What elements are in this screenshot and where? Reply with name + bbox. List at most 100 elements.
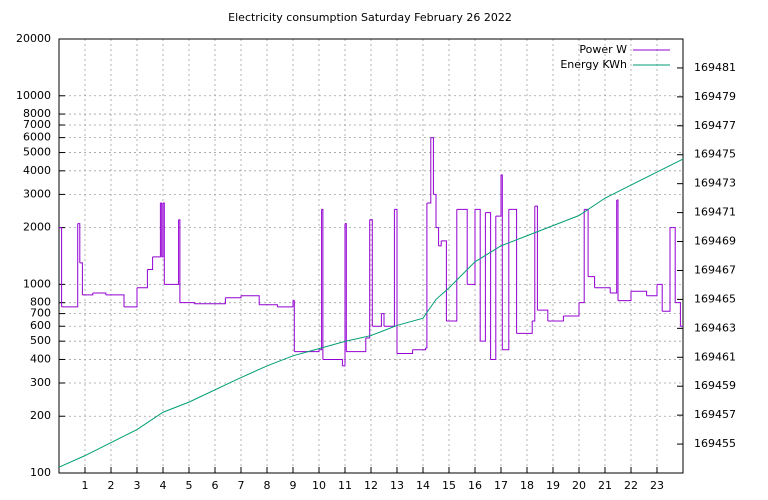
power-step (480, 212, 486, 342)
power-step (178, 219, 181, 303)
power-step (657, 283, 663, 312)
y2-tick-label: 169477 (694, 119, 736, 132)
power-step (618, 291, 632, 302)
legend-label: Power W (579, 43, 627, 56)
y-tick-label: 1000 (23, 277, 51, 290)
y2-tick-label: 169479 (694, 90, 736, 103)
power-step (369, 219, 373, 327)
y2-tick-label: 169481 (694, 61, 736, 74)
power-step (241, 295, 260, 305)
power-step (164, 219, 180, 285)
x-tick-label: 16 (468, 479, 482, 492)
x-tick-label: 3 (134, 479, 141, 492)
power-step (537, 309, 549, 321)
power-step (495, 175, 502, 217)
power-step (137, 269, 148, 289)
power-step (436, 227, 440, 246)
power-step (372, 313, 382, 327)
power-step (124, 287, 138, 308)
power-step (588, 276, 596, 288)
power-step (321, 208, 324, 360)
power-step (441, 240, 447, 321)
power-step (179, 302, 195, 304)
y-tick-label: 7000 (23, 118, 51, 131)
power-step (547, 315, 564, 322)
y2-tick-label: 169461 (694, 350, 736, 363)
power-step (394, 208, 398, 354)
power-step (594, 287, 611, 294)
y2-tick-label: 169469 (694, 235, 736, 248)
energy-line (58, 158, 684, 468)
y-tick-label: 8000 (23, 107, 51, 120)
power-step (584, 208, 589, 277)
y-tick-label: 700 (30, 307, 51, 320)
x-tick-label: 18 (520, 479, 534, 492)
power-step (160, 202, 163, 257)
power-step (152, 203, 161, 258)
power-step (438, 240, 442, 247)
y-tick-label: 300 (30, 376, 51, 389)
y-tick-label: 100 (30, 466, 51, 479)
chart-title: Electricity consumption Saturday Februar… (228, 11, 512, 24)
y2-tick-label: 169459 (694, 379, 736, 392)
y-tick-label: 800 (30, 296, 51, 309)
power-step (412, 347, 427, 351)
power-step (384, 209, 395, 327)
power-step (277, 300, 294, 308)
x-tick-label: 8 (264, 479, 271, 492)
x-tick-label: 6 (212, 479, 219, 492)
power-step (77, 223, 79, 308)
power-step (662, 227, 671, 312)
power-step (508, 208, 518, 334)
x-tick-label: 4 (160, 479, 167, 492)
power-step (563, 302, 580, 317)
y-tick-label: 400 (30, 352, 51, 365)
power-step (319, 209, 323, 351)
y-tick-label: 600 (30, 319, 51, 332)
legend-label: Energy KWh (560, 58, 627, 71)
power-step (456, 208, 468, 285)
power-step (430, 137, 434, 195)
power-step (77, 223, 81, 263)
power-step (345, 223, 347, 352)
x-tick-label: 19 (546, 479, 560, 492)
power-step (610, 200, 618, 294)
power-step (502, 209, 510, 351)
power-step (322, 358, 343, 366)
x-tick-label: 11 (338, 479, 352, 492)
x-tick-label: 14 (416, 479, 430, 492)
x-tick-label: 7 (238, 479, 245, 492)
power-step (225, 295, 242, 299)
power-step (294, 349, 320, 353)
y-tick-label: 4000 (23, 164, 51, 177)
x-tick-label: 13 (390, 479, 404, 492)
power-step (485, 212, 492, 360)
y-tick-label: 200 (30, 409, 51, 422)
power-step (365, 219, 371, 339)
x-tick-label: 12 (364, 479, 378, 492)
power-step (670, 227, 676, 303)
power-step (616, 199, 619, 301)
power-step (293, 300, 295, 352)
power-step (532, 206, 536, 322)
power-step (82, 293, 94, 296)
power-step (381, 313, 385, 327)
y2-tick-label: 169471 (694, 206, 736, 219)
power-step (516, 320, 533, 334)
power-step (342, 223, 346, 367)
x-tick-label: 23 (650, 479, 664, 492)
x-tick-label: 21 (598, 479, 612, 492)
power-step (147, 256, 154, 270)
y2-tick-label: 169463 (694, 321, 736, 334)
power-step (433, 193, 437, 228)
y-tick-label: 10000 (16, 89, 51, 102)
x-tick-label: 9 (290, 479, 297, 492)
y2-tick-label: 169457 (694, 408, 736, 421)
power-step (501, 174, 503, 350)
power-step (490, 216, 497, 360)
power-step (467, 209, 476, 285)
power-step (631, 290, 648, 296)
power-step (425, 203, 428, 349)
power-step (59, 227, 63, 307)
